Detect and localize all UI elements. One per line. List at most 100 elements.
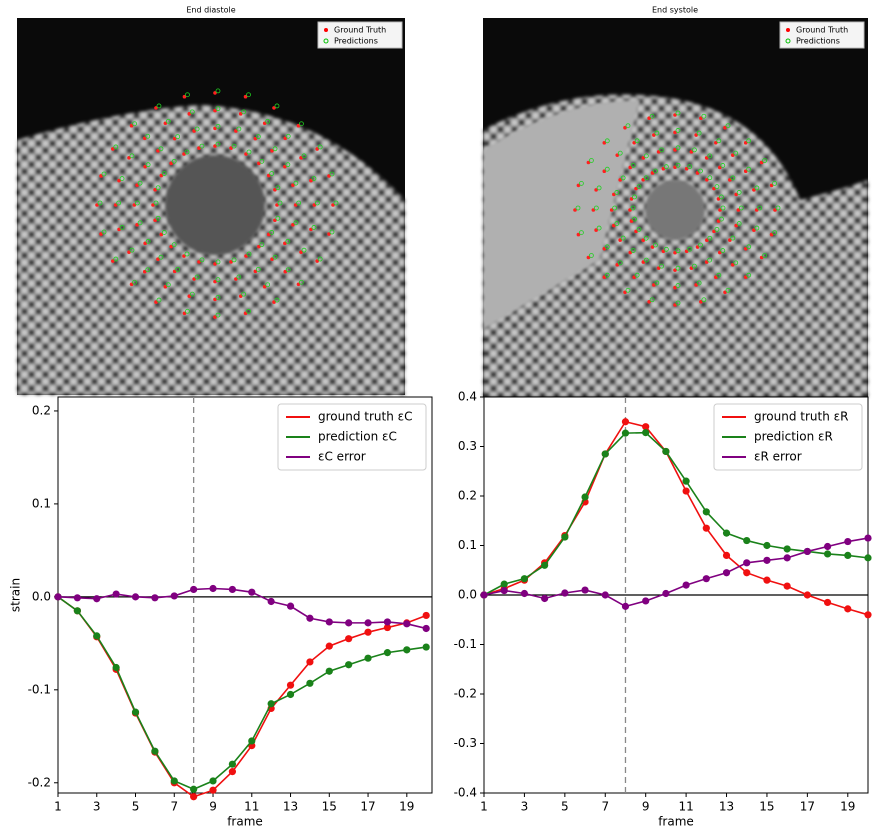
landmark-prediction: [643, 257, 649, 263]
landmark-prediction: [129, 247, 135, 253]
data-point: [267, 597, 275, 606]
landmark-prediction: [285, 238, 291, 244]
landmark-prediction: [675, 300, 681, 306]
x-tick-label: 13: [719, 800, 734, 814]
data-point: [682, 487, 690, 495]
landmark-prediction: [293, 220, 299, 226]
x-tick-label: 11: [678, 800, 693, 814]
data-point: [422, 643, 430, 651]
landmark-prediction: [617, 260, 623, 266]
data-point: [844, 551, 852, 560]
landmark-prediction: [720, 248, 726, 253]
landmark-prediction: [604, 272, 610, 278]
landmark-prediction: [132, 121, 137, 127]
data-point: [151, 594, 159, 602]
data-point: [170, 592, 178, 600]
y-axis-label: strain: [9, 578, 23, 612]
landmark-prediction: [236, 274, 242, 280]
x-tick-label: 3: [93, 800, 101, 814]
y-tick-label: -0.4: [454, 786, 477, 800]
data-point: [702, 524, 710, 532]
landmark-prediction: [255, 266, 261, 272]
data-point: [54, 593, 62, 601]
legend-label: Predictions: [796, 37, 840, 46]
image-title: End diastole: [186, 6, 235, 15]
landmark-prediction: [165, 118, 171, 124]
data-point: [743, 559, 751, 567]
landmark-prediction: [274, 297, 280, 303]
data-point: [209, 777, 217, 785]
landmark-prediction: [246, 92, 251, 98]
data-point: [500, 580, 508, 588]
legend-label: prediction εR: [754, 430, 833, 444]
landmark-prediction: [285, 162, 291, 168]
data-point: [151, 747, 159, 755]
landmark-prediction: [299, 279, 304, 285]
landmark-prediction: [314, 200, 320, 206]
landmark-prediction: [215, 294, 221, 300]
y-tick-label: 0.3: [458, 439, 477, 453]
cavity: [165, 155, 265, 255]
y-tick-label: -0.1: [28, 682, 51, 696]
landmark-prediction: [137, 220, 143, 226]
landmark-prediction: [293, 180, 299, 186]
landmark-prediction: [119, 176, 125, 181]
data-point: [722, 569, 731, 577]
landmark-prediction: [231, 257, 237, 263]
landmark-prediction: [675, 265, 681, 271]
landmark-prediction: [161, 171, 167, 176]
landmark-prediction: [275, 185, 281, 191]
image-panel: End diastole Ground Truth Predictions: [17, 6, 405, 395]
landmark-prediction: [272, 254, 278, 260]
data-point: [93, 632, 101, 640]
data-point: [601, 591, 609, 599]
legend-label: Ground Truth: [796, 26, 848, 35]
landmark-prediction: [707, 235, 713, 241]
data-point: [581, 586, 589, 594]
data-point: [682, 477, 690, 485]
y-tick-label: -0.3: [454, 736, 477, 750]
data-point: [190, 585, 198, 594]
data-point: [642, 429, 650, 437]
landmark-prediction: [269, 171, 275, 176]
landmark-prediction: [231, 143, 237, 149]
landmark-prediction: [158, 254, 164, 260]
image-title: End systole: [652, 6, 698, 15]
landmarks: [95, 88, 339, 319]
landmark-prediction: [317, 256, 323, 262]
legend-label: εR error: [754, 450, 802, 464]
data-point: [248, 737, 256, 745]
landmark-prediction: [754, 225, 760, 231]
data-point: [345, 661, 353, 669]
data-point: [364, 628, 372, 636]
data-point: [722, 529, 731, 537]
landmark-prediction: [698, 168, 703, 174]
data-point: [325, 642, 333, 650]
landmark-prediction: [259, 158, 265, 164]
landmark-prediction: [725, 123, 731, 129]
x-tick-label: 1: [54, 800, 62, 814]
landmark-prediction: [265, 118, 271, 124]
landmark-prediction: [155, 215, 161, 221]
landmark-prediction: [754, 185, 760, 191]
landmark-prediction: [184, 149, 190, 155]
landmark-prediction: [134, 200, 140, 206]
landmark-prediction: [236, 126, 242, 132]
data-point: [286, 681, 295, 689]
landmark-prediction: [730, 175, 736, 181]
landmark-prediction: [145, 133, 151, 139]
landmark-prediction: [654, 130, 660, 136]
landmark-prediction: [259, 242, 265, 248]
legend-label: εC error: [318, 450, 366, 464]
y-tick-label: 0.0: [458, 588, 477, 602]
data-point: [561, 533, 569, 541]
data-point: [228, 760, 237, 768]
y-tick-label: -0.1: [454, 637, 477, 651]
data-point: [73, 594, 81, 602]
landmark-prediction: [158, 146, 164, 152]
landmark-prediction: [116, 200, 122, 206]
data-point: [131, 593, 140, 601]
landmark-prediction: [145, 162, 151, 168]
data-point: [722, 551, 731, 560]
